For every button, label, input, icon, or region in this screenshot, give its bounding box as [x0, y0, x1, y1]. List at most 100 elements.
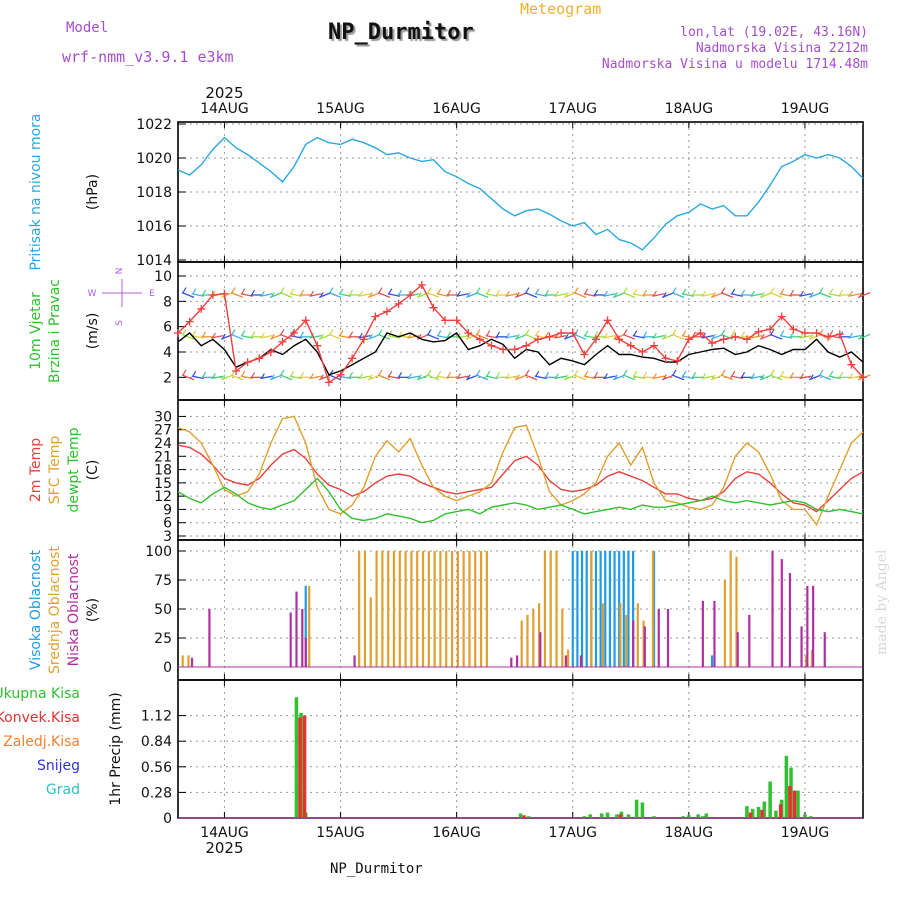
- wind-barb: [799, 375, 812, 380]
- wind-barb-flag: [358, 373, 363, 379]
- bar-low: [208, 609, 211, 667]
- bar-mid: [636, 603, 639, 667]
- y-tick-label: 50: [154, 602, 172, 618]
- bar-mid: [468, 551, 471, 667]
- top-date-tick-label: 18AUG: [665, 101, 714, 117]
- wind-barb: [377, 291, 391, 299]
- bar-total: [784, 755, 789, 818]
- bar-mid: [532, 609, 535, 667]
- top-date-tick-label: 15AUG: [316, 101, 365, 117]
- wind-barb-flag: [358, 332, 363, 339]
- wind-barb: [818, 291, 832, 299]
- wind-barb: [279, 374, 293, 381]
- bar-total: [681, 816, 685, 818]
- wind-barb: [769, 333, 783, 340]
- wind-barb-flag: [809, 374, 814, 381]
- y-tick-label: 6: [163, 320, 172, 336]
- bar-total: [615, 814, 619, 818]
- wind-barb: [328, 333, 342, 340]
- wind-barb: [779, 334, 792, 339]
- wind-barb: [554, 375, 567, 380]
- wind-barb-flag: [633, 288, 638, 295]
- wind-barb-flag: [701, 290, 706, 297]
- wind-barb: [681, 293, 694, 297]
- gust-marker: [290, 329, 299, 337]
- wind-barb-flag: [780, 370, 785, 377]
- wind-barb-flag: [221, 333, 226, 340]
- wind-barb-flag: [505, 290, 510, 297]
- bar-high: [585, 551, 588, 667]
- wind-barb-flag: [192, 330, 197, 336]
- bar-conv: [778, 804, 783, 818]
- gust-marker: [719, 335, 728, 344]
- wind-barb: [475, 374, 489, 381]
- bottom-date-tick-label: 19AUG: [781, 825, 830, 841]
- panel-unit-label: (C): [85, 460, 101, 481]
- wind-barb-flag: [182, 329, 187, 335]
- wind-barb: [828, 293, 841, 297]
- wind-barb: [671, 374, 685, 381]
- bar-mid: [462, 551, 465, 667]
- gust-marker: [185, 317, 194, 326]
- wind-barb-flag: [662, 292, 667, 298]
- wind-barb-flag: [486, 370, 491, 377]
- gust-marker: [232, 367, 241, 375]
- gust-marker: [475, 335, 484, 344]
- bar-mid: [538, 603, 541, 667]
- wind-barb-flag: [594, 331, 599, 338]
- wind-barb-flag: [260, 373, 265, 379]
- wind-barb: [279, 333, 293, 340]
- bar-high: [571, 551, 574, 667]
- wind-barb-flag: [731, 288, 736, 295]
- wind-barb-flag: [790, 372, 795, 378]
- bar-conv: [792, 790, 797, 818]
- wind-barb-flag: [633, 370, 638, 377]
- gust-marker: [487, 341, 496, 350]
- gust-marker: [800, 329, 809, 337]
- wind-barb-flag: [496, 372, 501, 378]
- wind-barb-flag: [388, 370, 393, 377]
- wind-barb-flag: [476, 329, 481, 335]
- wind-barb-flag: [202, 372, 207, 378]
- wind-barb-flag: [476, 369, 481, 376]
- bar-conv: [760, 809, 764, 818]
- wind-barb: [505, 334, 518, 339]
- bar-total: [750, 808, 755, 818]
- wind-barb-flag: [564, 333, 569, 340]
- bar-conv: [618, 814, 623, 818]
- wind-barb: [377, 374, 391, 381]
- bar-low: [515, 655, 519, 667]
- bar-mid: [555, 551, 558, 667]
- wind-barb: [769, 291, 783, 299]
- gust-marker: [626, 341, 635, 350]
- wind-barb: [720, 291, 734, 299]
- wind-barb: [534, 375, 547, 380]
- wind-barb-flag: [623, 369, 628, 376]
- wind-barb: [554, 334, 567, 339]
- wind-barb: [603, 334, 616, 339]
- wind-barb: [191, 334, 204, 339]
- panel-side-label: Pritisak na nivou mora: [28, 113, 44, 270]
- wind-barb-flag: [662, 333, 667, 340]
- wind-barb-flag: [378, 329, 383, 335]
- wind-barb-flag: [211, 332, 216, 339]
- bar-mid: [445, 551, 448, 667]
- wind-barb-flag: [260, 332, 265, 339]
- precip-legend-item: Snijeg: [37, 758, 80, 774]
- compass-west-label: W: [88, 289, 97, 299]
- bar-mid: [433, 551, 436, 667]
- panel-side-label: 10m Vjetar: [28, 292, 44, 370]
- top-date-tick-label: 16AUG: [432, 101, 481, 117]
- wind-barb-flag: [456, 373, 461, 379]
- bar-total: [605, 812, 610, 818]
- bar-total: [745, 806, 749, 818]
- wind-barb-flag: [417, 374, 422, 381]
- wind-barb-flag: [456, 290, 461, 297]
- wind-barb: [848, 293, 861, 297]
- bar-low: [713, 600, 716, 667]
- wind-barb-flag: [584, 370, 589, 377]
- y-tick-label: 1014: [136, 253, 172, 269]
- bar-low: [295, 591, 298, 667]
- bar-conv: [298, 717, 302, 818]
- bottom-date-tick-label: 15AUG: [316, 825, 365, 841]
